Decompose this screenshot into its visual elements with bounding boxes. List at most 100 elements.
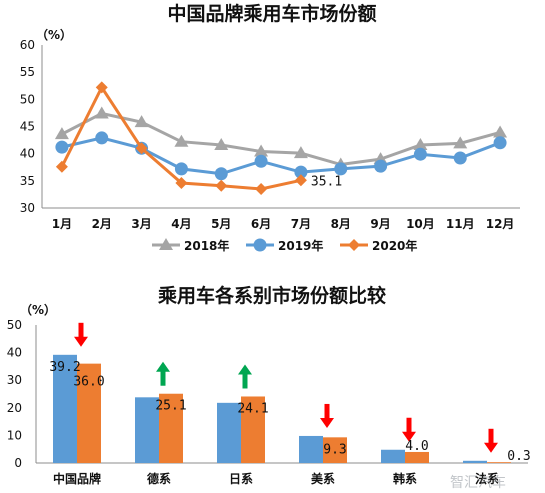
line-chart-point bbox=[294, 174, 307, 187]
bar-chart-x-tick: 中国品牌 bbox=[53, 471, 101, 486]
line-chart-point bbox=[94, 106, 109, 119]
bar-data-label: 9.3 bbox=[323, 442, 346, 457]
line-chart-point bbox=[254, 144, 269, 157]
line-chart-point bbox=[214, 167, 228, 181]
line-chart-point bbox=[413, 137, 428, 150]
bar-data-label: 4.0 bbox=[405, 439, 428, 454]
line-chart-point bbox=[55, 140, 69, 154]
bar-chart-y-tick: 20 bbox=[7, 401, 22, 415]
line-chart-y-tick: 45 bbox=[20, 120, 35, 134]
legend-label: 2019年 bbox=[278, 238, 323, 253]
bar-chart-title: 乘用车各系别市场份额比较 bbox=[157, 284, 386, 307]
line-chart-x-tick: 7月 bbox=[291, 217, 311, 231]
bar-chart-x-tick: 韩系 bbox=[393, 471, 417, 486]
line-chart-point bbox=[293, 146, 308, 159]
bar-chart-y-tick: 30 bbox=[7, 373, 22, 387]
bar-chart-unit-label: （%） bbox=[20, 302, 56, 317]
bar-chart-y-tick: 10 bbox=[7, 428, 22, 442]
arrow-shaft bbox=[488, 428, 494, 445]
arrow-shaft bbox=[160, 369, 166, 386]
arrow-down-icon bbox=[320, 403, 334, 428]
arrow-head bbox=[484, 442, 498, 453]
bar-chart-x-tick: 美系 bbox=[311, 471, 335, 486]
line-chart-point bbox=[453, 151, 467, 165]
line-chart-point bbox=[453, 136, 468, 149]
line-chart-point bbox=[174, 134, 189, 147]
arrow-shaft bbox=[324, 403, 330, 420]
legend-label: 2018年 bbox=[184, 238, 229, 253]
legend-label: 2020年 bbox=[372, 238, 417, 253]
legend-marker bbox=[253, 238, 267, 252]
arrow-head bbox=[74, 336, 88, 347]
line-chart-point bbox=[254, 154, 268, 168]
bar bbox=[159, 393, 183, 463]
line-chart-x-tick: 3月 bbox=[131, 217, 151, 231]
arrow-down-icon bbox=[402, 417, 416, 442]
line-chart-title: 中国品牌乘用车市场份额 bbox=[167, 2, 376, 25]
line-chart-y-tick: 30 bbox=[20, 201, 35, 215]
line-chart-point bbox=[215, 179, 228, 192]
bar bbox=[323, 437, 347, 463]
line-chart-x-tick: 8月 bbox=[331, 217, 351, 231]
bar bbox=[217, 402, 241, 463]
arrow-down-icon bbox=[74, 322, 88, 347]
line-chart-point bbox=[54, 127, 69, 140]
bar-data-label: 0.3 bbox=[507, 449, 530, 464]
line-chart-point bbox=[175, 177, 188, 190]
bar bbox=[299, 435, 323, 463]
line-chart-point bbox=[374, 159, 388, 173]
line-chart-y-tick: 35 bbox=[20, 174, 35, 188]
bar bbox=[53, 354, 77, 463]
line-chart-x-tick: 2月 bbox=[92, 217, 112, 231]
arrow-shaft bbox=[406, 417, 412, 434]
line-chart-point bbox=[135, 142, 148, 155]
bar bbox=[77, 363, 101, 463]
line-chart-point bbox=[255, 182, 268, 195]
line-chart-series-line bbox=[61, 136, 501, 176]
line-chart-unit-label: （%） bbox=[36, 27, 72, 42]
line-chart-x-tick: 4月 bbox=[171, 217, 191, 231]
bar bbox=[405, 451, 429, 463]
line-chart-point bbox=[134, 115, 149, 128]
line-chart-legend: 2018年 2019年 2020年 bbox=[152, 238, 417, 253]
bar-data-label: 24.1 bbox=[237, 401, 268, 416]
bar-chart-x-tick: 法系 bbox=[475, 471, 499, 486]
line-chart-point bbox=[174, 162, 188, 176]
line-chart-point bbox=[413, 147, 427, 161]
line-chart-point bbox=[294, 165, 308, 179]
line-chart-y-tick: 60 bbox=[20, 38, 35, 52]
arrow-head bbox=[238, 364, 252, 375]
watermark: 智汇汽车 bbox=[450, 474, 506, 491]
line-chart-point bbox=[214, 137, 229, 150]
bar-chart-y-tick: 40 bbox=[7, 346, 22, 360]
arrow-head bbox=[156, 361, 170, 372]
line-chart-point bbox=[95, 131, 109, 145]
bar-chart-x-tick: 德系 bbox=[147, 471, 171, 486]
bar-chart-x-tick: 日系 bbox=[229, 471, 253, 486]
bar bbox=[381, 449, 405, 463]
line-chart-x-tick: 12月 bbox=[486, 217, 515, 231]
line-chart-x-tick: 10月 bbox=[406, 217, 435, 231]
line-chart-annotation: 35.1 bbox=[311, 174, 342, 189]
line-chart-y-tick: 40 bbox=[20, 147, 35, 161]
legend-marker bbox=[159, 238, 173, 250]
line-chart-y-tick: 50 bbox=[20, 92, 35, 106]
bar-chart: 0 10 20 30 40 50 中国品牌 德系 日系 美系 韩系 法系 39.236.0 25.1 24.… bbox=[7, 318, 531, 486]
arrow-shaft bbox=[78, 322, 84, 339]
arrow-head bbox=[320, 417, 334, 428]
line-chart-series-line bbox=[61, 111, 501, 167]
bar-data-label: 25.1 bbox=[155, 399, 186, 414]
arrow-shaft bbox=[242, 372, 248, 389]
line-chart-x-tick: 5月 bbox=[211, 217, 231, 231]
bar-chart-y-tick: 0 bbox=[14, 456, 22, 470]
arrow-up-icon bbox=[156, 361, 170, 386]
line-chart-x-tick: 1月 bbox=[52, 217, 72, 231]
bar-data-label: 39.2 bbox=[49, 360, 80, 375]
bar bbox=[241, 396, 265, 463]
line-chart-point bbox=[95, 81, 108, 94]
line-chart-y-tick: 55 bbox=[20, 65, 35, 79]
line-chart-point bbox=[334, 162, 348, 176]
bar bbox=[487, 462, 511, 463]
arrow-head bbox=[402, 431, 416, 442]
